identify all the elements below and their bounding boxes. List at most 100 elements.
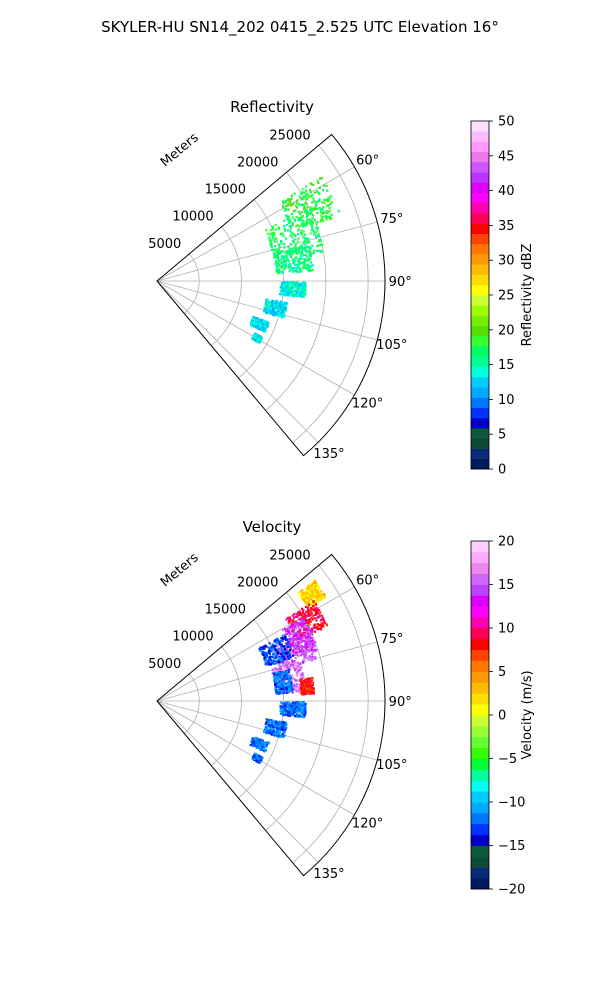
echo-cell — [319, 239, 322, 242]
echo-cell — [283, 255, 286, 258]
echo-cell — [275, 254, 278, 257]
echo-cell — [315, 582, 318, 585]
echo-cell — [289, 639, 292, 642]
echo-cell — [286, 685, 289, 688]
echo-cell — [305, 637, 308, 640]
echo-cell — [262, 319, 265, 322]
echo-cell — [310, 682, 313, 685]
echo-cell — [303, 620, 306, 623]
echo-cell — [262, 326, 265, 329]
echo-cell — [276, 680, 279, 683]
echo-cell — [285, 284, 288, 287]
echo-cell — [291, 239, 294, 243]
echo-cell — [293, 267, 296, 270]
echo-cell — [313, 218, 316, 221]
echo-cell — [316, 594, 319, 597]
echo-cell — [301, 591, 304, 595]
echo-cell — [277, 252, 281, 255]
echo-cell — [301, 245, 304, 248]
echo-cell — [257, 743, 260, 747]
colorbar-band — [471, 584, 489, 596]
echo-cell — [258, 761, 261, 764]
echo-cell — [302, 220, 305, 223]
echo-cell — [258, 740, 261, 743]
echo-cell — [277, 226, 280, 229]
echo-cell — [301, 707, 304, 710]
echo-cell — [289, 290, 292, 293]
echo-cell — [255, 759, 258, 762]
echo-cell — [296, 645, 299, 648]
echo-cell — [275, 688, 278, 691]
echo-cell — [301, 188, 304, 191]
echo-cell — [281, 308, 284, 311]
echo-cell — [277, 651, 280, 654]
echo-cell — [304, 286, 307, 289]
echo-cell — [303, 682, 306, 685]
echo-cell — [253, 324, 256, 327]
echo-cell — [269, 724, 272, 727]
echo-cell — [306, 206, 309, 209]
echo-cell — [292, 713, 295, 717]
echo-cell — [274, 648, 277, 651]
echo-cell — [275, 302, 278, 305]
echo-cell — [309, 600, 313, 603]
echo-cell — [300, 294, 303, 297]
echo-cell — [277, 259, 280, 262]
colorbar-band — [471, 274, 489, 286]
echo-cell — [315, 586, 318, 589]
echo-cell — [296, 281, 299, 284]
echo-cell — [277, 668, 280, 671]
echo-cell — [293, 238, 296, 241]
echo-cell — [290, 626, 294, 629]
echo-cell — [280, 242, 283, 245]
echo-cell — [253, 320, 256, 324]
echo-cell — [303, 262, 306, 265]
echo-cell — [309, 609, 312, 612]
echo-cell — [298, 260, 301, 263]
echo-cell — [292, 711, 296, 714]
echo-cell — [284, 209, 287, 212]
echo-cell — [292, 241, 296, 244]
echo-cell — [311, 209, 314, 212]
echo-cell — [275, 660, 278, 663]
echo-cell — [323, 215, 327, 218]
echo-cell — [311, 263, 314, 267]
echo-cell — [261, 646, 265, 649]
echo-cell — [317, 611, 320, 614]
echo-cell — [280, 676, 283, 679]
echo-cell — [291, 660, 294, 663]
echo-cell — [294, 257, 297, 260]
echo-cell — [320, 250, 323, 253]
echo-cell — [304, 712, 307, 715]
echo-cell — [315, 226, 318, 230]
echo-cell — [291, 223, 294, 227]
echo-cell — [298, 284, 301, 287]
reflectivity-title: Reflectivity — [230, 98, 314, 116]
colorbar-tick-label: 15 — [498, 578, 515, 593]
echo-cell — [279, 712, 282, 715]
echo-cell — [302, 265, 305, 268]
colorbar-tick-label: 5 — [498, 428, 506, 443]
echo-cell — [302, 688, 305, 691]
echo-cell — [309, 594, 312, 598]
echo-cell — [298, 690, 301, 693]
echo-cell — [302, 633, 305, 636]
echo-cell — [284, 672, 287, 675]
echo-cell — [288, 677, 291, 680]
echo-cell — [263, 310, 266, 313]
echo-cell — [300, 215, 304, 218]
echo-cell — [295, 686, 298, 689]
echo-cell — [288, 248, 291, 251]
echo-cell — [285, 723, 288, 726]
echo-cell — [294, 653, 297, 657]
colorbar-tick-label: 25 — [498, 289, 515, 304]
echo-cell — [264, 325, 267, 328]
echo-cell — [285, 691, 288, 694]
echo-cell — [311, 220, 314, 223]
echo-cell — [294, 204, 297, 208]
echo-cell — [271, 655, 274, 659]
echo-cell — [304, 642, 307, 646]
echo-cell — [316, 249, 319, 253]
echo-cell — [264, 741, 267, 744]
echo-cell — [302, 692, 305, 695]
